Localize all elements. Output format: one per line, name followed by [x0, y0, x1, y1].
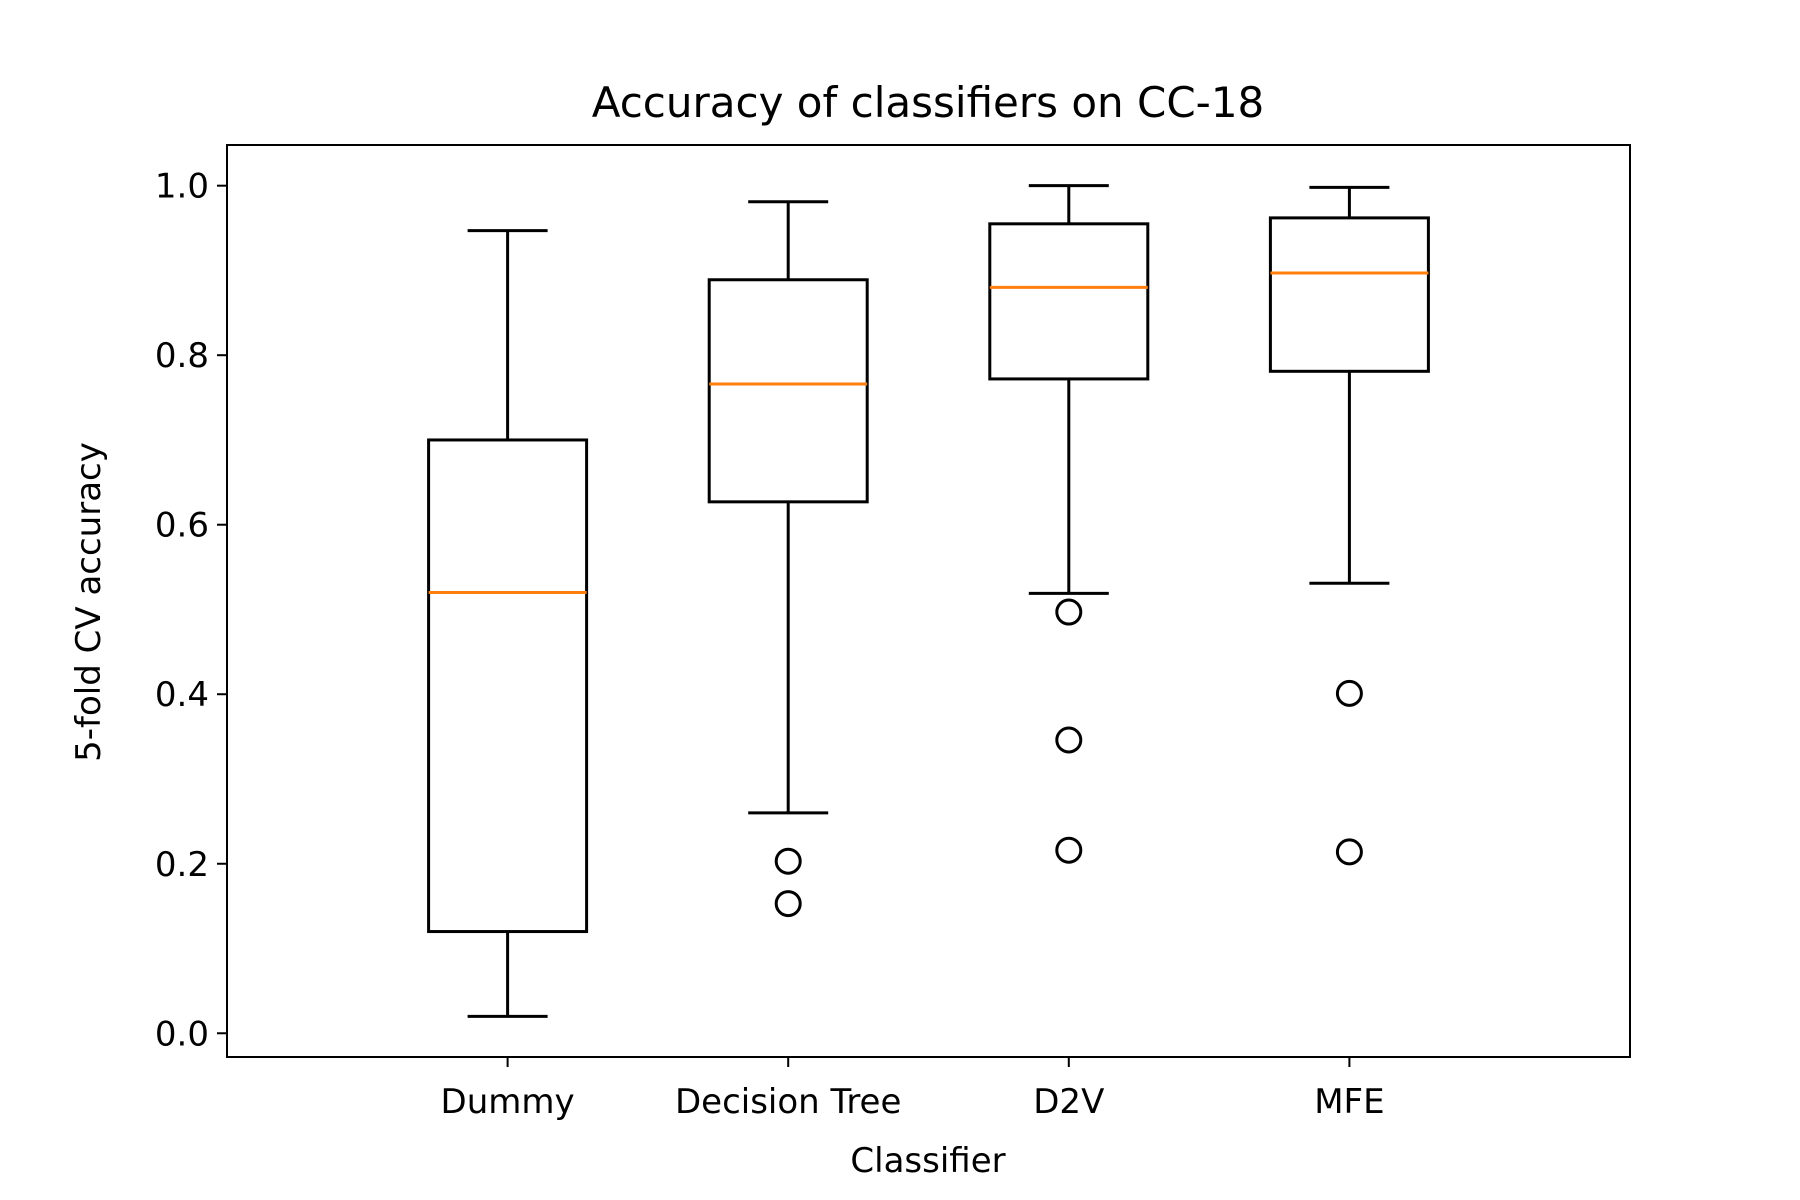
outlier-point: [774, 847, 802, 875]
box-iqr: [988, 222, 1150, 381]
y-tick-label: 0.6: [155, 506, 209, 546]
y-tick-label: 0.8: [155, 336, 209, 376]
outlier-point: [1055, 836, 1083, 864]
outlier-point: [1055, 726, 1083, 754]
box-iqr: [1268, 216, 1430, 373]
x-tick-label: Dummy: [441, 1082, 575, 1122]
y-tick-label: 0.2: [155, 845, 209, 885]
box-iqr: [427, 438, 589, 934]
chart-title: Accuracy of classifiers on CC-18: [592, 78, 1265, 127]
x-axis-label: Classifier: [850, 1141, 1005, 1181]
x-tick-label: Decision Tree: [675, 1082, 901, 1122]
outlier-point: [1055, 598, 1083, 626]
outlier-point: [774, 890, 802, 918]
box-iqr: [707, 278, 869, 504]
x-tick-label: D2V: [1033, 1082, 1104, 1122]
outlier-point: [1335, 679, 1363, 707]
plot-frame: [226, 144, 1631, 1058]
x-tick-label: MFE: [1314, 1082, 1384, 1122]
y-tick-label: 0.4: [155, 675, 209, 715]
y-tick-label: 1.0: [155, 167, 209, 207]
y-axis-label: 5-fold CV accuracy: [69, 442, 109, 762]
outlier-point: [1335, 838, 1363, 866]
plot-area: 0.0 0.2 0.4 0.6 0.8 1.0 Dummy Decision Tree D2V M…: [155, 167, 1430, 1122]
y-tick-label: 0.0: [155, 1014, 209, 1054]
